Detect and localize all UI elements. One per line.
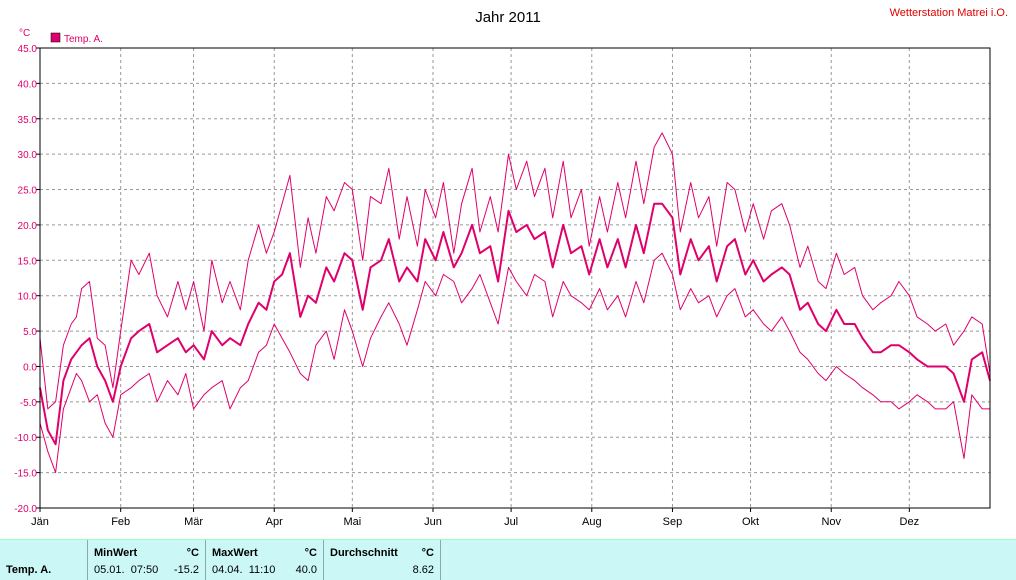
min-cell: MinWert °C 05.01. 07:50 -15.2 <box>88 540 206 580</box>
x-tick-label: Mär <box>184 516 203 528</box>
series-lines <box>39 132 991 474</box>
y-tick-label: 30.0 <box>18 150 38 161</box>
y-tick-label: -5.0 <box>20 398 38 409</box>
max-cell: MaxWert °C 04.04. 11:10 40.0 <box>206 540 324 580</box>
x-tick-label: Nov <box>821 516 841 528</box>
series-line-max <box>39 132 991 410</box>
x-tick-label: Okt <box>742 516 759 528</box>
x-axis: Jän Feb Mär Apr Mai Jun Jul Aug Sep Okt Nov Dez <box>31 508 919 528</box>
min-unit: °C <box>186 547 199 559</box>
y-tick-label: 25.0 <box>18 186 38 197</box>
plot-frame <box>39 47 991 509</box>
x-tick-label: Feb <box>111 516 130 528</box>
y-tick-label: 0.0 <box>23 362 37 373</box>
min-datetime: 05.01. 07:50 <box>94 564 159 576</box>
temperature-chart: Jahr 2011 Wetterstation Matrei i.O. °C T… <box>14 7 1008 528</box>
x-tick-label: Sep <box>663 516 683 528</box>
x-tick-label: Jun <box>424 516 442 528</box>
legend-swatch <box>50 32 61 43</box>
y-tick-label: 5.0 <box>23 327 37 338</box>
series-line-min <box>39 252 990 474</box>
station-name: Wetterstation Matrei i.O. <box>890 7 1008 19</box>
max-datetime: 04.04. 11:10 <box>212 564 276 576</box>
min-value: -15.2 <box>173 564 199 576</box>
x-tick-label: Dez <box>900 516 920 528</box>
y-tick-label: 10.0 <box>18 292 38 303</box>
stats-row-label: Temp. A. <box>6 564 52 576</box>
y-tick-label: 15.0 <box>18 256 38 267</box>
avg-cell: Durchschnitt °C 8.62 <box>324 540 441 580</box>
y-tick-label: -15.0 <box>14 469 37 480</box>
x-tick-label: Mai <box>343 516 361 528</box>
y-tick-label: -10.0 <box>14 433 37 444</box>
stats-bar: Temp. A. MinWert °C 05.01. 07:50 -15.2 M… <box>0 539 1016 580</box>
max-value: 40.0 <box>295 564 317 576</box>
x-tick-label: Jän <box>31 516 49 528</box>
min-header: MinWert <box>94 547 138 559</box>
max-unit: °C <box>304 547 317 559</box>
y-tick-label: 45.0 <box>18 44 38 55</box>
avg-header: Durchschnitt <box>330 547 398 559</box>
legend-label: Temp. A. <box>64 34 103 45</box>
max-header: MaxWert <box>212 547 258 559</box>
avg-unit: °C <box>421 547 434 559</box>
y-tick-label: 40.0 <box>18 79 38 90</box>
avg-value: 8.62 <box>412 564 434 576</box>
chart-title: Jahr 2011 <box>475 9 541 26</box>
x-tick-label: Aug <box>582 516 602 528</box>
grid-lines <box>40 48 990 508</box>
x-tick-label: Jul <box>504 516 518 528</box>
y-unit-label: °C <box>19 28 30 39</box>
stats-row-label-cell: Temp. A. <box>0 540 88 580</box>
y-tick-label: 35.0 <box>18 115 38 126</box>
y-tick-label: -20.0 <box>14 504 37 515</box>
x-tick-label: Apr <box>266 516 283 528</box>
y-tick-label: 20.0 <box>18 221 38 232</box>
y-axis: 45.0 40.0 35.0 30.0 25.0 20.0 15.0 10.0 5.0 0.0 -5… <box>14 44 40 515</box>
series-line-avg <box>39 202 991 446</box>
